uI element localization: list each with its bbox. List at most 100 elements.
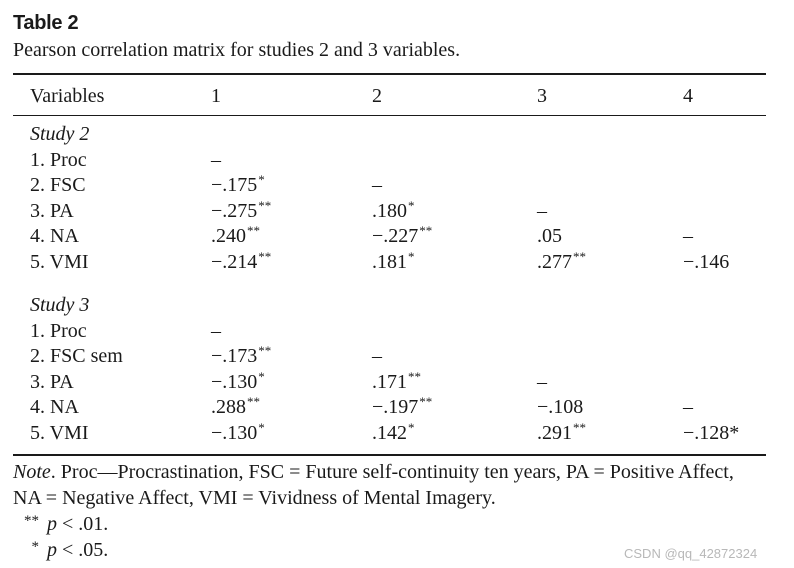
sig-text: < .01. <box>57 513 109 535</box>
cell-value: −.173 <box>211 345 258 367</box>
cell-value: .291 <box>537 421 572 444</box>
significance-mark: ** <box>419 223 433 238</box>
row-variable: 4. NA <box>30 396 79 418</box>
table-cell: – <box>211 320 221 342</box>
watermark: CSDN @qq_42872324 <box>624 546 758 561</box>
column-header-2: 2 <box>372 85 382 107</box>
significance-mark: * <box>258 172 265 187</box>
significance-mark: ** <box>408 368 421 384</box>
table-title: Table 2 <box>13 12 79 34</box>
significance-note-01: ** p < .01. <box>13 513 108 536</box>
table-cell: .288** <box>211 394 260 418</box>
note-text-1: . Proc—Procrastination, FSC = Future sel… <box>50 461 734 483</box>
table-cell: – <box>537 200 547 222</box>
column-header-4: 4 <box>683 85 693 107</box>
row-variable: 3. PA <box>30 370 74 393</box>
table-cell: – <box>211 149 221 171</box>
cell-value: −.227 <box>372 225 419 247</box>
cell-value: – <box>211 148 221 171</box>
table-cell: −.146 <box>683 251 729 273</box>
significance-mark: * <box>408 197 415 213</box>
cell-value: −.130 <box>211 370 258 393</box>
table-cell: .240** <box>211 223 260 247</box>
cell-value: −.128* <box>683 421 740 444</box>
sig-stars: * <box>31 539 40 555</box>
section-label: Study 3 <box>30 294 90 316</box>
table-cell: −.214** <box>211 250 271 273</box>
significance-mark: ** <box>247 223 260 238</box>
significance-mark: ** <box>419 394 433 409</box>
cell-value: – <box>537 370 547 393</box>
cell-value: – <box>372 345 382 367</box>
table-cell: −.130* <box>211 368 265 393</box>
sig-stars: ** <box>24 513 39 529</box>
cell-value: −.197 <box>372 396 419 418</box>
cell-value: −.130 <box>211 421 258 444</box>
row-variable: 5. VMI <box>30 421 89 444</box>
significance-mark: ** <box>573 248 586 264</box>
significance-mark: ** <box>258 343 272 358</box>
cell-value: −.108 <box>537 396 584 418</box>
table-cell: .291** <box>537 419 586 444</box>
significance-mark: * <box>408 419 415 435</box>
cell-value: .05 <box>537 225 562 247</box>
table-cell: – <box>372 174 382 196</box>
cell-value: – <box>683 396 693 418</box>
row-variable: 5. VMI <box>30 250 89 273</box>
column-header-0: Variables <box>30 85 105 107</box>
table-cell: −.175* <box>211 172 265 196</box>
significance-mark: ** <box>247 394 260 409</box>
row-variable: 3. PA <box>30 199 74 222</box>
row-variable: 2. FSC <box>30 174 86 196</box>
table-cell: – <box>537 371 547 393</box>
table-caption: Pearson correlation matrix for studies 2… <box>13 39 461 61</box>
cell-value: .240 <box>211 225 246 247</box>
table-cell: – <box>683 396 693 418</box>
sig-text: < .05. <box>57 539 109 561</box>
table-cell: −.227** <box>372 223 433 247</box>
cell-value: – <box>537 199 547 222</box>
significance-mark: * <box>408 248 415 264</box>
table-header-rule <box>13 115 766 116</box>
column-header-1: 1 <box>211 85 221 107</box>
cell-value: .277 <box>537 250 572 273</box>
significance-mark: * <box>258 419 265 435</box>
cell-value: .180 <box>372 199 407 222</box>
table-cell: .181* <box>372 248 415 273</box>
table-cell: −.173** <box>211 343 272 367</box>
cell-value: −.146 <box>683 250 730 273</box>
significance-mark: * <box>258 368 265 384</box>
table-cell: −.130* <box>211 419 265 444</box>
cell-value: – <box>372 174 382 196</box>
table-cell: .05 <box>537 225 562 247</box>
table-top-rule <box>13 73 766 75</box>
table-cell: −.108 <box>537 396 583 418</box>
table-cell: −.197** <box>372 394 433 418</box>
table-cell: .171** <box>372 368 421 393</box>
table-cell: .277** <box>537 248 586 273</box>
row-variable: 1. Proc <box>30 148 87 171</box>
row-variable: 4. NA <box>30 225 79 247</box>
section-label: Study 2 <box>30 123 90 145</box>
sig-p: p <box>47 513 57 535</box>
table-cell: – <box>683 225 693 247</box>
cell-value: – <box>211 319 221 342</box>
cell-value: .171 <box>372 370 407 393</box>
cell-value: – <box>683 225 693 247</box>
table-cell: −.275** <box>211 199 271 222</box>
table-note-line-2: NA = Negative Affect, VMI = Vividness of… <box>13 487 496 509</box>
column-header-3: 3 <box>537 85 547 107</box>
table-cell: – <box>372 345 382 367</box>
cell-value: .288 <box>211 396 246 418</box>
note-label: Note <box>13 461 51 483</box>
cell-value: −.175 <box>211 174 258 196</box>
table-cell: −.128* <box>683 422 739 444</box>
table-note-line-1: Note. Proc—Procrastination, FSC = Future… <box>13 461 734 484</box>
significance-note-05: * p < .05. <box>13 539 109 562</box>
table-cell: .142* <box>372 419 415 444</box>
cell-value: .142 <box>372 421 407 444</box>
cell-value: .181 <box>372 250 407 273</box>
row-variable: 2. FSC sem <box>30 345 123 367</box>
significance-mark: ** <box>573 419 586 435</box>
sig-p: p <box>47 539 57 561</box>
